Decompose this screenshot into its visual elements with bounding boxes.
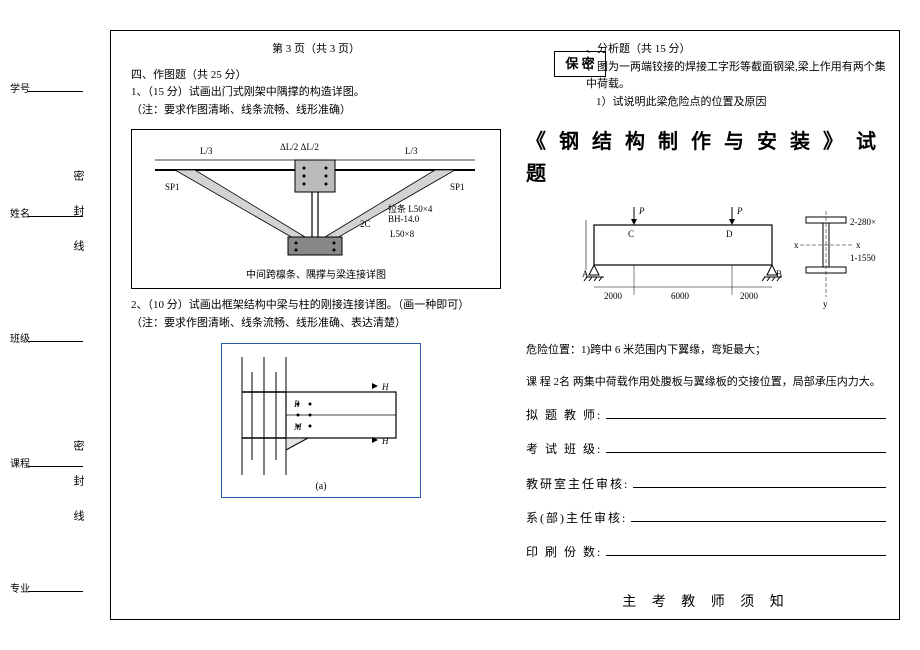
- answer-line-1: 危险位置：1)跨中 6 米范围内下翼缘，弯矩最大；: [526, 342, 886, 360]
- figure-2: R M H H (a): [221, 343, 421, 498]
- svg-text:2000: 2000: [740, 291, 759, 301]
- svg-text:ΔL/2 ΔL/2: ΔL/2 ΔL/2: [280, 142, 319, 152]
- svg-text:BH-14.0: BH-14.0: [388, 214, 420, 224]
- stub-label-4: 学号: [10, 80, 30, 95]
- footer-notice: 主 考 教 师 须 知: [526, 592, 886, 614]
- q2-note: （注：要求作图清晰、线条流畅、线形准确、表达清楚）: [131, 315, 501, 333]
- answer-line-2: 课 程 2名 两集中荷载作用处腹板与翼缘板的交接位置，局部承压内力大。: [526, 374, 886, 392]
- svg-text:1-1550×8: 1-1550×8: [850, 253, 876, 263]
- svg-text:L/3: L/3: [405, 146, 418, 156]
- analysis-q1a: 1）试说明此梁危险点的位置及原因: [596, 94, 886, 112]
- svg-text:D: D: [726, 229, 733, 239]
- form-row-5: 印 刷 份 数:: [526, 542, 886, 562]
- svg-text:y: y: [823, 299, 828, 309]
- svg-text:H: H: [381, 436, 389, 446]
- svg-text:P: P: [736, 206, 743, 216]
- svg-text:SP1: SP1: [165, 182, 180, 192]
- svg-text:P: P: [638, 206, 645, 216]
- svg-text:C: C: [628, 229, 634, 239]
- stub-line: [28, 341, 83, 342]
- q1-text: 1、（15 分）试画出门式刚架中隅撑的构造详图。: [131, 84, 501, 102]
- stub-label-0: 专业: [10, 580, 30, 595]
- stub-line: [28, 216, 83, 217]
- svg-text:2C: 2C: [360, 219, 371, 229]
- binding-stub: 密 封 线 密 封 线 专业 课程 班级 姓名 学号: [10, 10, 105, 630]
- q2-text: 2、（10 分）试画出框架结构中梁与柱的刚接连接详图。（画一种即可）: [131, 297, 501, 315]
- svg-text:x: x: [856, 240, 861, 250]
- stub-label-2: 班级: [10, 330, 30, 345]
- svg-text:L50×8: L50×8: [390, 229, 415, 239]
- svg-text:6000: 6000: [671, 291, 690, 301]
- q1-note: （注：要求作图清晰、线条流畅、线形准确）: [131, 102, 501, 120]
- page-number: 第 3 页（共 3 页）: [131, 41, 501, 59]
- form-row-4: 系(部)主任审核:: [526, 508, 886, 528]
- section4-title: 四、作图题（共 25 分）: [131, 67, 501, 85]
- big-title: 《 钢 结 构 制 作 与 安 装 》 试 题: [526, 126, 886, 190]
- fig2-sub: (a): [222, 479, 420, 495]
- page-frame: 第 3 页（共 3 页） 四、作图题（共 25 分） 1、（15 分）试画出门式…: [110, 30, 900, 620]
- stub-line: [28, 591, 83, 592]
- left-page: 第 3 页（共 3 页） 四、作图题（共 25 分） 1、（15 分）试画出门式…: [131, 41, 501, 498]
- stub-label-3: 姓名: [10, 205, 30, 220]
- form-row-3: 教研室主任审核:: [526, 474, 886, 494]
- stub-line: [28, 466, 83, 467]
- svg-text:H: H: [381, 382, 389, 392]
- right-page: 保 密 、分析题（共 15 分） 、图为一两端铰接的焊接工字形等截面钢梁,梁上作…: [526, 41, 886, 614]
- svg-text:SP1: SP1: [450, 182, 465, 192]
- stub-line: [28, 91, 83, 92]
- rigid-frame-svg: L/3 L/3 ΔL/2 ΔL/2 SP1 SP1 2C 拉条 L50×4 BH-1…: [140, 142, 490, 272]
- svg-text:2000: 2000: [604, 291, 623, 301]
- confidential-stamp: 保 密: [554, 51, 606, 77]
- beam-column-svg: R M H H: [230, 352, 414, 480]
- fig1-caption: 中间跨檩条、隅撑与梁连接详图: [132, 268, 500, 284]
- svg-text:x: x: [794, 240, 799, 250]
- beam-diagram: P P C D A B 2000 6: [576, 205, 886, 327]
- svg-text:拉条 L50×4: 拉条 L50×4: [388, 203, 433, 214]
- stub-label-1: 课程: [10, 455, 30, 470]
- figure-1: L/3 L/3 ΔL/2 ΔL/2 SP1 SP1 2C 拉条 L50×4 BH-1…: [131, 129, 501, 289]
- analysis-q1: 、图为一两端铰接的焊接工字形等截面钢梁,梁上作用有两个集中荷载。: [586, 59, 886, 94]
- form-row-2: 考 试 班 级:: [526, 439, 886, 459]
- svg-text:L/3: L/3: [200, 146, 213, 156]
- seal-text-1: 密 封 线: [70, 440, 86, 527]
- analysis-title: 、分析题（共 15 分）: [586, 41, 886, 59]
- svg-text:2-280×10: 2-280×10: [850, 217, 876, 227]
- form-row-1: 拟 题 教 师:: [526, 405, 886, 425]
- seal-text-2: 密 封 线: [70, 170, 86, 257]
